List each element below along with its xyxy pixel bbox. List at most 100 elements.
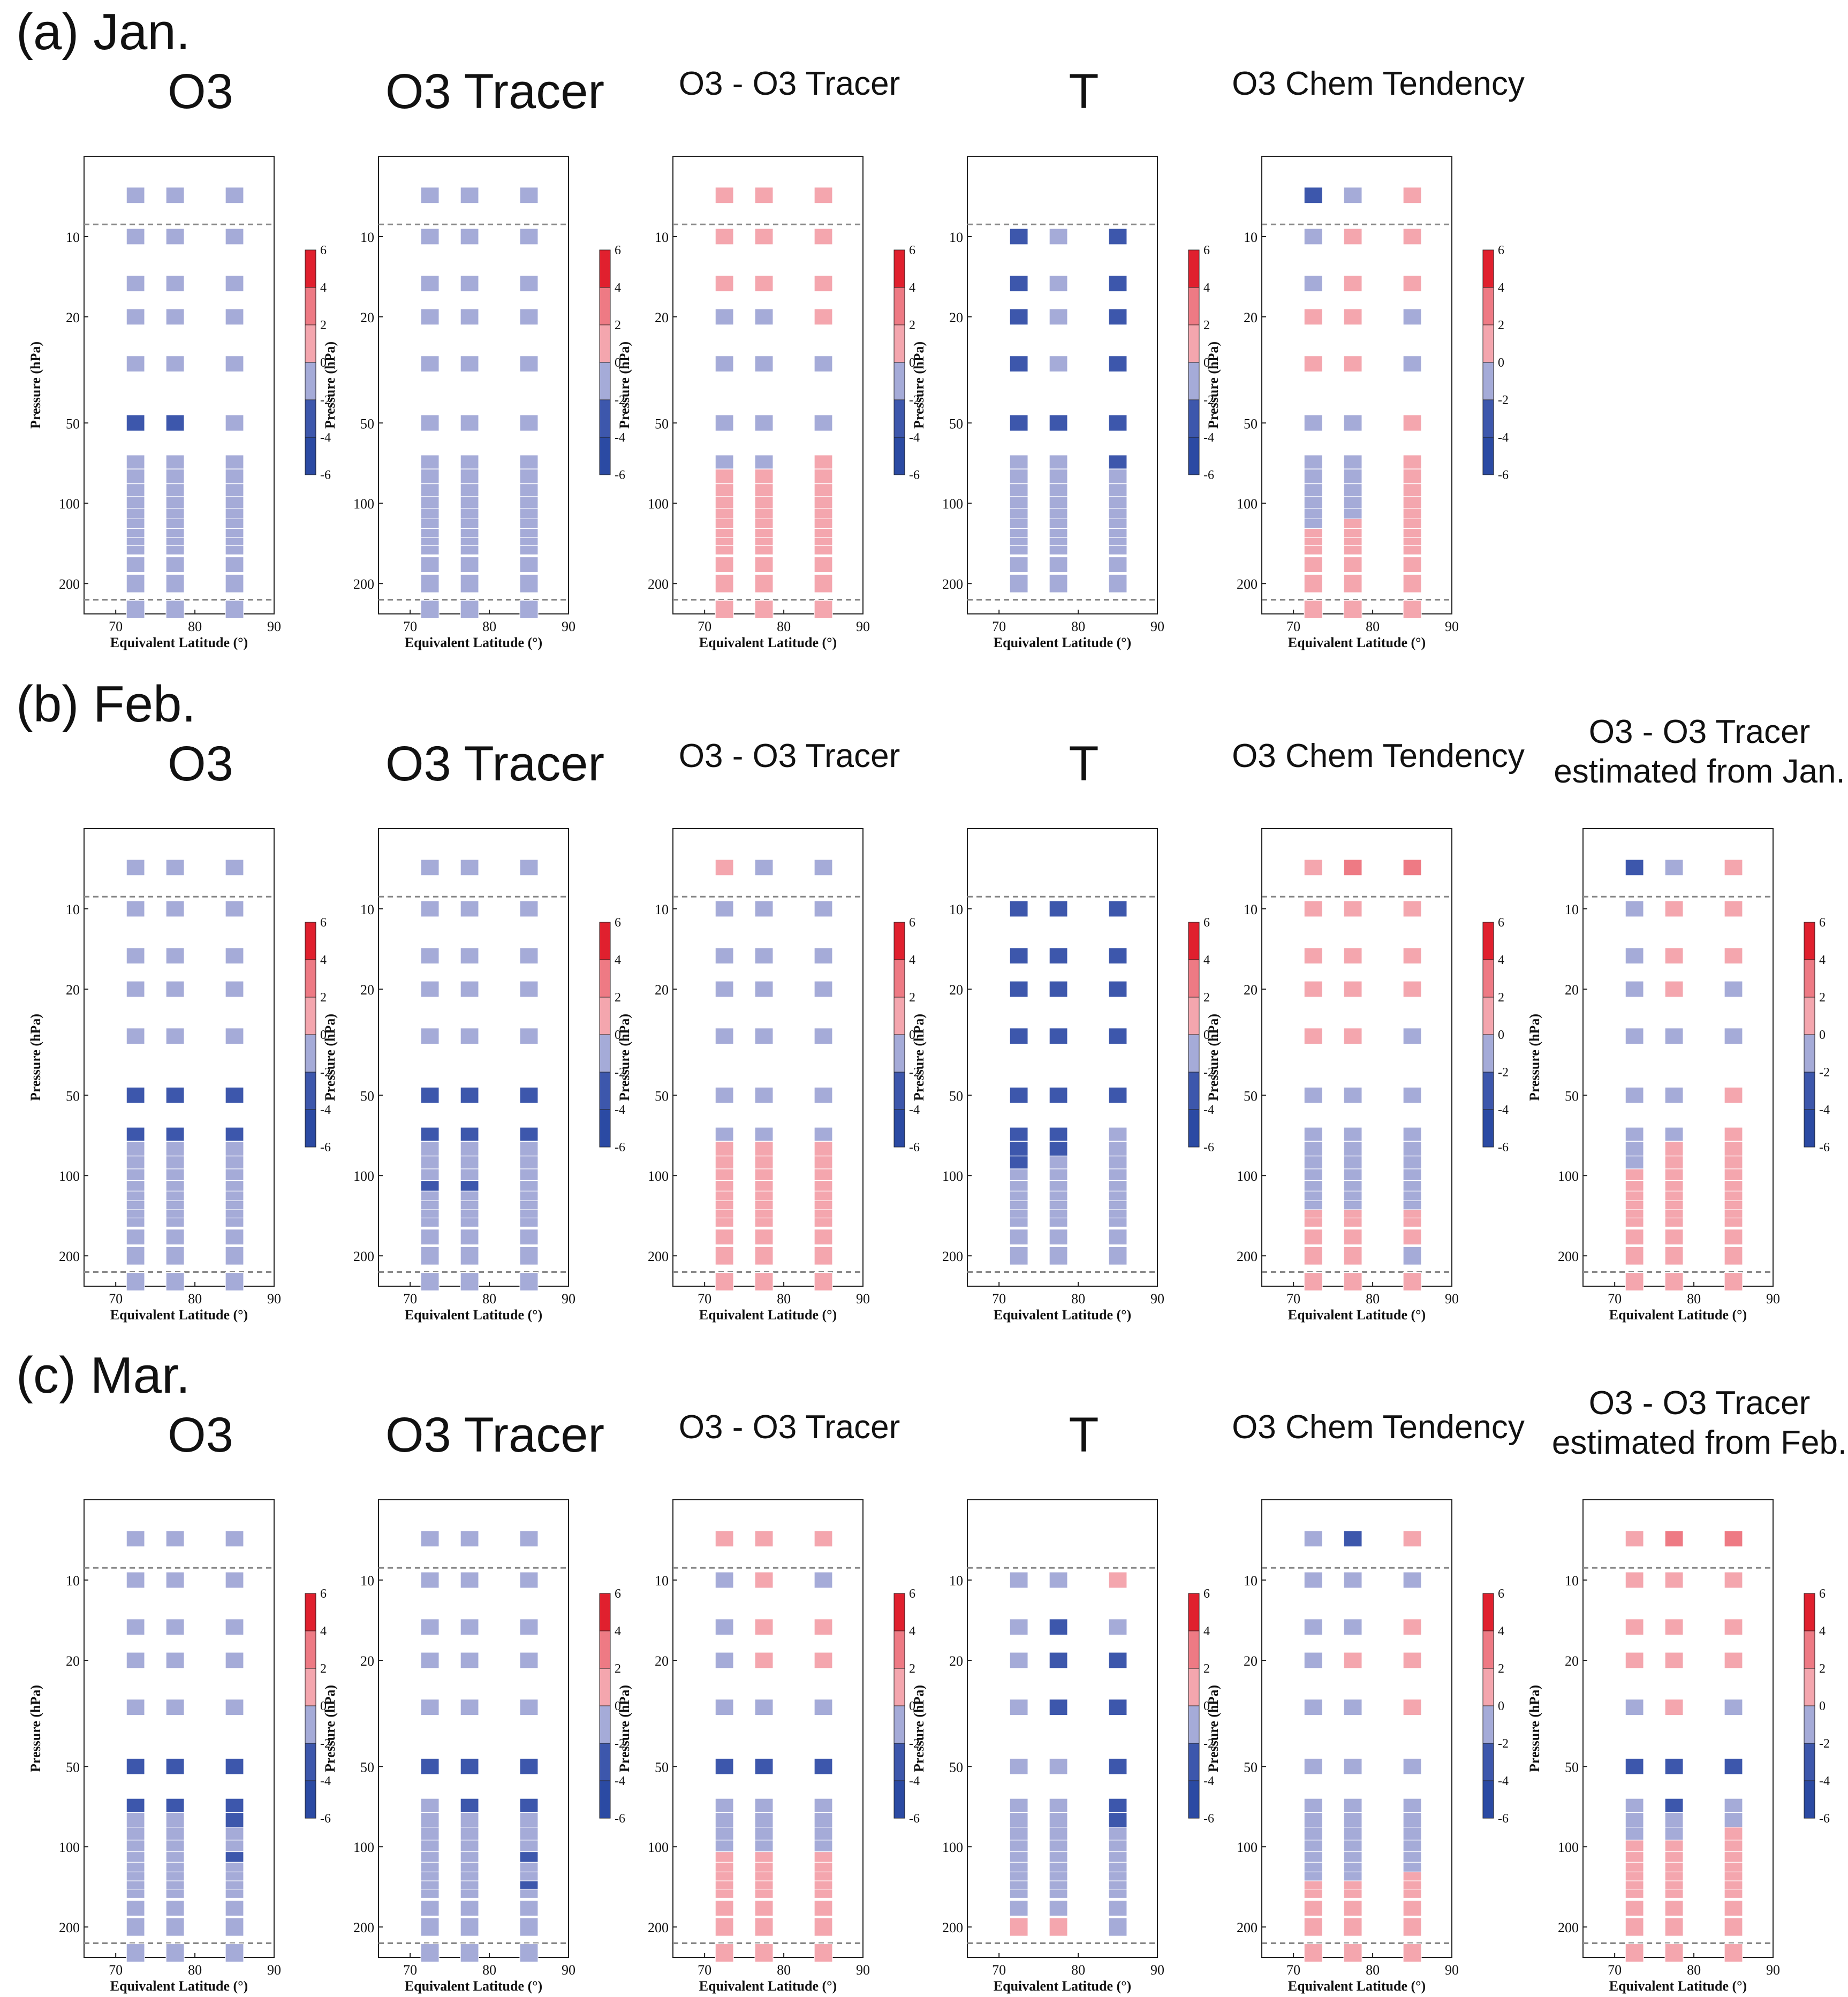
- data-cell: [1664, 1246, 1684, 1265]
- data-cell: [420, 1827, 440, 1842]
- data-cell: [420, 599, 440, 619]
- y-tick-label: 10: [360, 902, 374, 917]
- data-cell: [1343, 1272, 1362, 1292]
- data-cell: [1304, 1812, 1323, 1830]
- data-cell: [165, 1827, 185, 1842]
- data-cell: [460, 1917, 479, 1937]
- data-cell: [715, 1272, 734, 1292]
- x-tick-label: 80: [188, 1291, 202, 1307]
- data-cell: [165, 1619, 185, 1636]
- data-cell: [754, 1888, 774, 1899]
- data-cell: [1664, 1827, 1684, 1842]
- data-cell: [1304, 1827, 1323, 1842]
- data-cell: [420, 1571, 440, 1589]
- data-cell: [1304, 1888, 1323, 1899]
- x-tick-label: 70: [1286, 1962, 1300, 1978]
- colorbar-tick-label: 6: [615, 916, 621, 930]
- colorbar-segment: [1482, 1705, 1494, 1744]
- colorbar-tick-label: 0: [909, 356, 915, 370]
- colorbar-tick-label: 4: [1498, 281, 1504, 295]
- data-cell: [460, 1571, 479, 1589]
- data-cell: [1049, 1888, 1068, 1899]
- x-axis-label: Equivalent Latitude (°): [110, 635, 248, 650]
- data-cell: [519, 1917, 539, 1937]
- data-cell: [1009, 454, 1028, 469]
- y-tick-label: 10: [66, 1573, 80, 1589]
- data-cell: [814, 1900, 833, 1917]
- data-cell: [715, 1840, 734, 1854]
- colorbar-tick-label: -2: [1203, 1737, 1214, 1751]
- data-cell: [1304, 468, 1323, 487]
- y-axis-label: Pressure (hPa): [1206, 1685, 1221, 1772]
- data-cell: [1403, 1827, 1422, 1842]
- data-cell: [1403, 1917, 1422, 1937]
- data-cell: [1625, 1699, 1644, 1716]
- data-cell: [754, 496, 774, 511]
- data-cell: [754, 1141, 774, 1159]
- data-cell: [1664, 1812, 1684, 1830]
- x-tick-label: 80: [1366, 619, 1380, 634]
- y-axis-label: Pressure (hPa): [617, 1014, 632, 1101]
- colorbar-segment: [1482, 1593, 1494, 1631]
- y-tick-label: 200: [942, 1920, 963, 1935]
- y-axis-label: Pressure (hPa): [28, 1685, 43, 1772]
- colorbar-tick-label: -6: [1203, 1812, 1214, 1826]
- x-tick-label: 80: [482, 1962, 496, 1978]
- colorbar-segment: [1188, 1743, 1200, 1781]
- data-cell: [715, 1087, 734, 1104]
- data-cell: [420, 355, 440, 373]
- data-cell: [460, 1217, 479, 1228]
- colorbar-segment: [1804, 1743, 1815, 1781]
- y-tick-label: 50: [1565, 1088, 1579, 1104]
- y-axis-label: Pressure (hPa): [322, 341, 338, 429]
- colorbar-segment: [599, 399, 611, 438]
- data-cell: [1009, 1127, 1028, 1142]
- data-cell: [1108, 900, 1127, 917]
- y-tick-label: 100: [942, 496, 963, 512]
- panel-title: O3 Tracer: [385, 64, 604, 119]
- data-cell: [1403, 1217, 1422, 1228]
- data-cell: [1049, 545, 1068, 556]
- data-cell: [1049, 1652, 1068, 1669]
- data-cell: [1403, 981, 1422, 998]
- data-cell: [165, 228, 185, 245]
- data-cell: [1108, 468, 1127, 487]
- data-cell: [1625, 1840, 1644, 1854]
- data-cell: [519, 556, 539, 573]
- data-cell: [814, 1087, 833, 1104]
- data-cell: [814, 545, 833, 556]
- x-tick-label: 90: [856, 1962, 870, 1978]
- data-cell: [1108, 1652, 1127, 1669]
- data-cell: [814, 859, 833, 876]
- data-cell: [1304, 1758, 1323, 1775]
- data-cell: [1724, 1798, 1743, 1813]
- data-cell: [1049, 1028, 1068, 1045]
- colorbar-segment: [599, 287, 611, 325]
- data-cell: [1403, 1127, 1422, 1142]
- data-cell: [225, 1652, 244, 1669]
- y-tick-label: 10: [655, 1573, 669, 1589]
- data-cell: [1343, 1652, 1362, 1669]
- colorbar-segment: [893, 1668, 905, 1706]
- colorbar-segment: [1188, 1780, 1200, 1819]
- panel-title: T: [1069, 64, 1099, 119]
- data-cell: [1724, 1619, 1743, 1636]
- data-cell: [814, 1028, 833, 1045]
- panel-title: O3 Chem Tendency: [1232, 738, 1525, 774]
- y-tick-label: 100: [1237, 1840, 1258, 1855]
- data-cell: [1304, 1917, 1323, 1937]
- row-label: (a) Jan.: [16, 3, 190, 60]
- data-cell: [126, 574, 145, 593]
- data-cell: [1009, 1087, 1028, 1104]
- colorbar-tick-label: 2: [615, 1662, 621, 1676]
- colorbar-segment: [599, 1593, 611, 1631]
- data-cell: [1108, 556, 1127, 573]
- data-cell: [165, 1028, 185, 1045]
- colorbar-segment: [305, 1034, 316, 1073]
- colorbar-segment: [1188, 959, 1200, 998]
- data-cell: [165, 1812, 185, 1830]
- colorbar-segment: [893, 997, 905, 1035]
- data-cell: [420, 1246, 440, 1265]
- data-cell: [519, 1699, 539, 1716]
